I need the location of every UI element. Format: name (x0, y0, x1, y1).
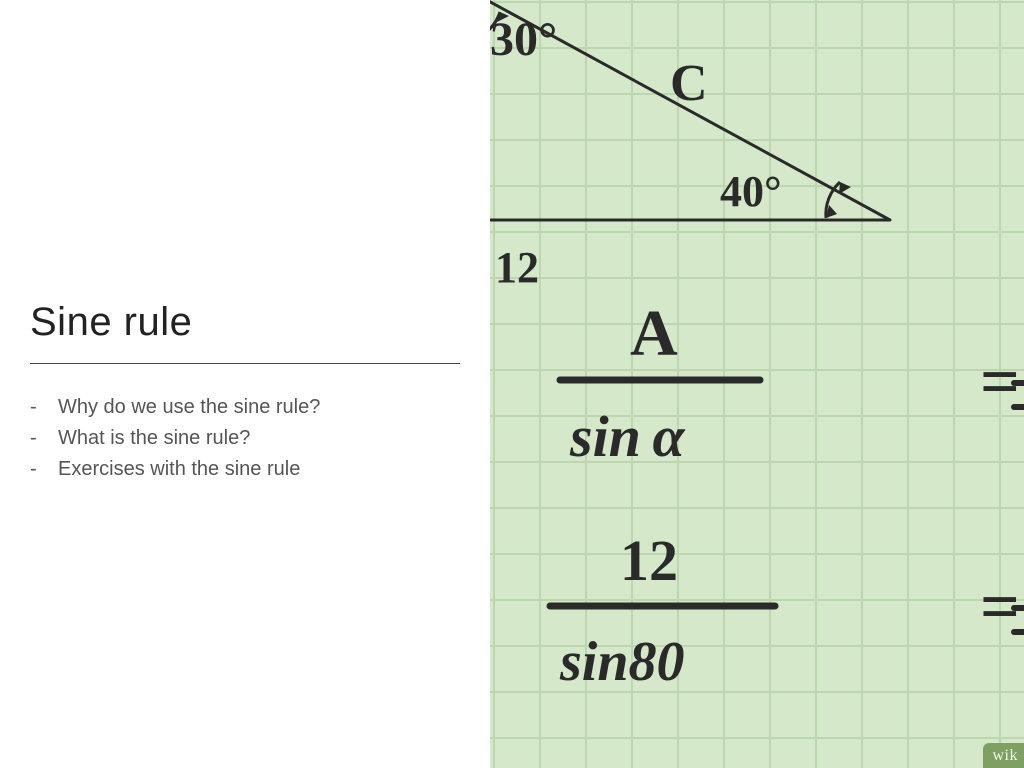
bullet-text: Why do we use the sine rule? (58, 392, 320, 423)
graph-paper-background: 30°40°C12Asin α=12sin80= (490, 0, 1024, 768)
bullet-text: Exercises with the sine rule (58, 454, 300, 485)
attribution-badge: wik (983, 743, 1024, 768)
bullet-list: -Why do we use the sine rule? -What is t… (30, 392, 470, 485)
title-divider (30, 363, 460, 364)
svg-text:12: 12 (620, 528, 678, 593)
svg-text:30°: 30° (490, 13, 557, 66)
svg-text:sin α: sin α (569, 404, 686, 469)
slide-title: Sine rule (30, 300, 470, 345)
svg-text:C: C (670, 55, 708, 112)
svg-text:12: 12 (495, 243, 539, 292)
slide: Sine rule -Why do we use the sine rule? … (0, 0, 1024, 768)
left-panel: Sine rule -Why do we use the sine rule? … (0, 0, 490, 768)
bullet-text: What is the sine rule? (58, 423, 250, 454)
svg-text:40°: 40° (720, 167, 782, 216)
right-panel: 30°40°C12Asin α=12sin80= wik (490, 0, 1024, 768)
svg-text:sin80: sin80 (559, 631, 685, 693)
list-item: -What is the sine rule? (30, 423, 470, 454)
svg-text:A: A (630, 297, 678, 370)
list-item: -Exercises with the sine rule (30, 454, 470, 485)
list-item: -Why do we use the sine rule? (30, 392, 470, 423)
diagram-svg: 30°40°C12Asin α=12sin80= (490, 0, 1024, 768)
